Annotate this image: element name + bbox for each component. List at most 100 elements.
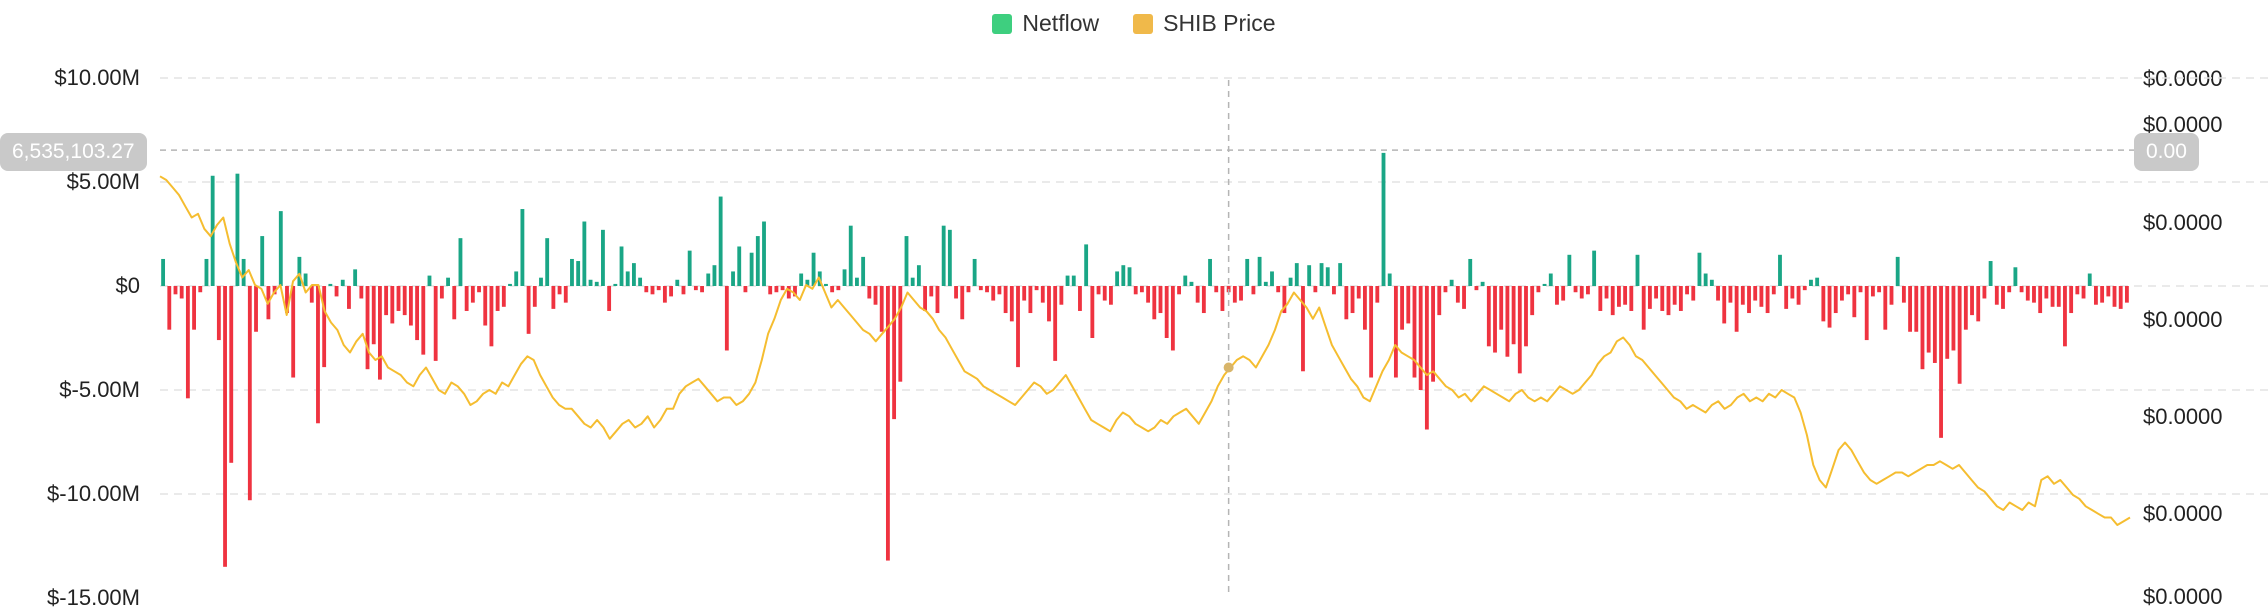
- netflow-bar: [1251, 286, 1256, 295]
- netflow-bar: [625, 271, 630, 286]
- netflow-bar: [1778, 254, 1782, 286]
- netflow-bar: [1932, 286, 1937, 363]
- netflow-bar: [1449, 279, 1454, 286]
- netflow-bar: [1908, 286, 1912, 332]
- netflow-bar: [811, 252, 816, 286]
- netflow-bar: [2081, 286, 2086, 299]
- netflow-bar: [1431, 286, 1435, 382]
- netflow-bar: [1703, 273, 1708, 286]
- netflow-bar: [1815, 277, 1820, 286]
- netflow-bar: [1877, 286, 1882, 293]
- netflow-bar: [557, 286, 562, 295]
- netflow-bar: [774, 286, 779, 293]
- netflow-bar: [390, 286, 395, 324]
- netflow-bar: [1654, 286, 1659, 299]
- netflow-bar: [1474, 286, 1479, 291]
- netflow-bar: [439, 286, 444, 299]
- netflow-bar: [780, 286, 785, 291]
- netflow-bar: [2124, 286, 2129, 303]
- netflow-bar: [433, 286, 438, 361]
- netflow-bar: [842, 269, 847, 286]
- netflow-bar: [576, 261, 581, 286]
- netflow-bar: [223, 286, 227, 567]
- netflow-bar: [1400, 286, 1405, 330]
- netflow-bar: [501, 286, 506, 307]
- netflow-bar: [2100, 286, 2105, 303]
- netflow-bar: [1028, 286, 1033, 314]
- netflow-bar: [1759, 286, 1764, 307]
- crosshair-price-marker: [1223, 362, 1234, 373]
- netflow-bar: [328, 283, 333, 286]
- netflow-bar: [2007, 286, 2012, 293]
- netflow-bar: [1220, 286, 1225, 311]
- netflow-bar: [1350, 286, 1355, 314]
- netflow-bar: [1493, 286, 1497, 353]
- netflow-bar: [799, 273, 804, 286]
- netflow-bar: [1356, 286, 1361, 299]
- netflow-bar: [2050, 286, 2055, 307]
- netflow-bar: [1722, 286, 1727, 324]
- netflow-bar: [1629, 286, 1634, 311]
- netflow-bar: [1926, 286, 1931, 353]
- netflow-bar: [291, 286, 296, 378]
- netflow-bar: [1282, 286, 1287, 314]
- netflow-bar: [1957, 286, 1962, 384]
- netflow-bar: [322, 286, 327, 368]
- netflow-bar: [644, 286, 649, 293]
- netflow-bar: [824, 283, 828, 286]
- netflow-bar: [309, 286, 314, 303]
- netflow-bar: [1604, 286, 1609, 299]
- legend-item-shib-price[interactable]: SHIB Price: [1133, 10, 1276, 37]
- crosshair-left-value-badge: 6,535,103.27: [0, 133, 147, 171]
- netflow-bar: [830, 286, 835, 293]
- netflow-bar: [1201, 286, 1206, 314]
- netflow-bar: [161, 258, 166, 286]
- shib-price-line: [159, 175, 2131, 526]
- netflow-bar: [1121, 265, 1126, 286]
- netflow-bar: [483, 286, 488, 326]
- netflow-bar: [1208, 258, 1212, 286]
- netflow-bar: [1517, 286, 1522, 374]
- netflow-bar: [272, 286, 277, 295]
- y-left-tick-label: $10.00M: [54, 65, 140, 90]
- y-right-tick-label: $0.0000: [2143, 307, 2223, 332]
- netflow-bar: [1951, 286, 1956, 351]
- chart-legend: Netflow SHIB Price: [0, 10, 2268, 37]
- netflow-bar: [297, 256, 302, 286]
- netflow-bar: [316, 286, 320, 424]
- netflow-bar: [1468, 258, 1473, 286]
- netflow-bar: [1548, 273, 1553, 286]
- netflow-bar: [1071, 275, 1076, 286]
- netflow-bar: [1988, 261, 1993, 286]
- netflow-bar: [1257, 256, 1262, 286]
- y-left-tick-label: $5.00M: [66, 169, 140, 194]
- netflow-bar: [1152, 286, 1157, 320]
- netflow-bar: [1579, 286, 1584, 299]
- netflow-bar: [1325, 267, 1330, 286]
- netflow-bar: [706, 273, 711, 286]
- netflow-bar: [1846, 286, 1851, 295]
- netflow-bar: [1833, 286, 1838, 314]
- netflow-bar: [2038, 286, 2043, 314]
- y-right-tick-label: $0.0000: [2143, 501, 2223, 526]
- netflow-bar: [904, 236, 909, 286]
- netflow-bar: [1034, 286, 1039, 291]
- netflow-bar: [1802, 286, 1807, 291]
- netflow-bar: [1505, 286, 1510, 357]
- netflow-bar: [879, 286, 884, 332]
- netflow-bar: [2056, 286, 2061, 307]
- netflow-bar: [185, 286, 190, 399]
- netflow-bar: [1691, 286, 1696, 301]
- legend-item-netflow[interactable]: Netflow: [992, 10, 1099, 37]
- y-left-tick-label: $-10.00M: [47, 481, 140, 506]
- netflow-bar: [1592, 250, 1597, 286]
- netflow-bar: [1270, 271, 1274, 286]
- netflow-bar: [1102, 286, 1107, 301]
- netflow-bar: [601, 229, 605, 286]
- netflow-bar: [1499, 286, 1504, 330]
- netflow-bar: [1139, 286, 1144, 293]
- netflow-bar: [204, 258, 209, 286]
- netflow-bar: [1078, 286, 1082, 311]
- netflow-bar: [966, 286, 971, 293]
- netflow-bar: [1486, 286, 1491, 347]
